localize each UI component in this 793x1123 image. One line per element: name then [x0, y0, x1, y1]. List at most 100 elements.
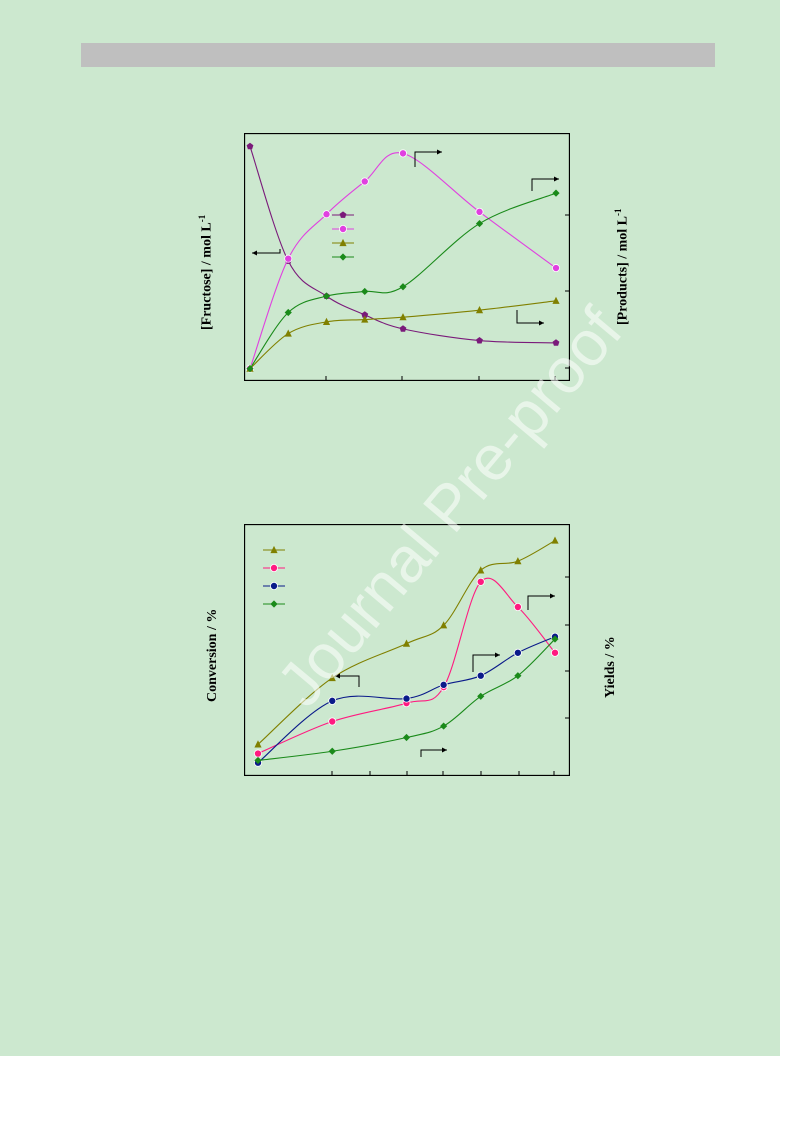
c1-series-1-point-3 [360, 177, 369, 186]
c2-series-3-point-3 [440, 722, 448, 730]
header-bar [81, 43, 715, 67]
c2-axis-arrow-3-line [527, 595, 555, 610]
c1-axis-arrow-2-head [437, 149, 442, 155]
c1-axis-arrow-3-line [531, 178, 559, 191]
c2-series-2-point-4 [476, 671, 485, 680]
c1-legend-marker-2 [339, 238, 347, 247]
conversion-yields-chart [243, 523, 571, 777]
c1-axis-arrow-1-line [516, 310, 544, 324]
c1-series-0-point-6 [552, 339, 560, 346]
c2-series-0-point-0 [254, 740, 262, 748]
c1-series-3-point-6 [552, 189, 560, 197]
c2-series-2-point-5 [513, 648, 522, 657]
c1-axis-arrow-3 [531, 176, 559, 191]
c1-series-3-point-4 [399, 283, 407, 291]
c2-series-3-point-1 [328, 747, 336, 755]
c2-series-0-point-6 [551, 536, 559, 544]
c2-axis-arrow-2 [472, 652, 500, 672]
c1-axis-arrow-1-head [539, 320, 544, 326]
c2-series-0-point-1 [328, 673, 336, 682]
c1-series-1-point-2 [322, 210, 331, 219]
c2-series-1 [253, 577, 559, 758]
fructose-axis-label-text: [Fructose] / mol L [199, 222, 215, 330]
c1-series-2-point-3 [361, 315, 369, 323]
c1-axis-arrow-0-head [252, 250, 257, 256]
c1-series-1-point-1 [284, 254, 293, 263]
c2-series-3-point-2 [402, 733, 411, 742]
c1-series-3-point-2 [322, 292, 331, 300]
products-axis-label-text: [Products] / mol L [615, 215, 631, 325]
c1-series-3-point-5 [475, 219, 484, 228]
products-axis-label-sup: -1 [613, 208, 623, 216]
c2-series-1-point-1 [328, 717, 337, 726]
c1-axis-arrow-2-line [414, 151, 442, 167]
c1-legend [332, 211, 354, 261]
c2-axis-arrow-0 [335, 673, 360, 687]
c2-series-2-point-1 [328, 696, 337, 705]
c2-series-0-point-4 [477, 566, 485, 574]
c1-axis-arrow-0 [252, 249, 281, 256]
c1-series-3 [246, 189, 560, 373]
conversion-axis-label: Conversion / % [205, 608, 220, 702]
c1-legend-marker-1 [339, 225, 348, 234]
c2-series-3-point-4 [477, 692, 485, 700]
c1-series-2-point-1 [284, 329, 292, 337]
c2-axis-arrow-1-head [442, 747, 447, 753]
c1-series-3-point-3 [361, 287, 369, 296]
c1-series-1-point-4 [398, 149, 407, 158]
c2-axis-arrow-3 [527, 593, 555, 610]
c1-series-0-point-4 [399, 325, 407, 332]
yields-axis-label: Yields / % [603, 636, 618, 698]
c1-series-0-point-3 [361, 311, 369, 318]
c1-series-2 [246, 296, 560, 372]
c2-axis-arrow-1 [420, 747, 447, 757]
fructose-kinetics-chart [243, 132, 571, 382]
c1-axis-arrow-3-head [554, 176, 559, 182]
c2-axis-arrow-3-head [550, 593, 555, 599]
c2-axis-arrow-2-line [472, 654, 500, 672]
c2-legend [263, 545, 285, 608]
products-axis-label: [Products] / mol L-1 [613, 208, 632, 325]
c1-series-2-line [249, 300, 557, 370]
c2-series-0-point-3 [440, 621, 448, 629]
c2-axis-arrow-0-head [335, 673, 340, 679]
c1-series-1-line [249, 152, 557, 369]
c2-series-2-point-3 [439, 680, 448, 689]
fructose-axis-label: [Fructose] / mol L-1 [197, 215, 216, 330]
c2-series-1-point-6 [550, 648, 559, 657]
fructose-axis-label-sup: -1 [197, 214, 207, 223]
c1-series-3-point-1 [284, 308, 292, 317]
c2-series-1-point-0 [253, 749, 262, 758]
c1-series-2-point-4 [399, 313, 407, 321]
c2-series-1-point-4 [476, 577, 485, 586]
c2-axis-arrow-2-head [495, 652, 500, 658]
c2-series-3-point-0 [254, 756, 262, 765]
c2-series-0-point-2 [402, 639, 411, 647]
c1-series-1 [246, 149, 560, 373]
c2-legend-marker-3 [270, 600, 278, 608]
c1-series-1-point-5 [475, 207, 484, 216]
c1-legend-marker-3 [339, 253, 347, 261]
c1-axis-arrow-1 [516, 310, 544, 326]
c2-series-3-point-5 [514, 672, 522, 680]
c2-series-0-point-5 [514, 557, 522, 565]
c1-axis-arrow-0-line [252, 249, 281, 254]
c2-series-1-line [257, 577, 556, 755]
c1-frame [243, 132, 571, 382]
c1-series-2-point-5 [475, 306, 484, 314]
c2-series-3-point-6 [551, 635, 559, 643]
conversion-yields-plot [243, 523, 571, 777]
c1-series-0-point-5 [476, 337, 483, 344]
c1-axis-arrow-2 [414, 149, 442, 167]
c1-series-2-point-2 [322, 317, 331, 325]
c2-series-2-point-2 [402, 694, 411, 703]
c2-series-2 [253, 632, 559, 767]
c1-series-2-point-6 [552, 296, 560, 304]
c2-axis-arrow-1-line [420, 749, 447, 757]
c1-series-3-point-0 [246, 365, 254, 373]
c2-axis-arrow-0-line [335, 675, 360, 687]
c2-legend-marker-1 [269, 564, 278, 573]
c2-legend-marker-2 [269, 582, 278, 591]
c2-series-0 [254, 536, 559, 748]
fructose-kinetics-plot [243, 132, 571, 382]
